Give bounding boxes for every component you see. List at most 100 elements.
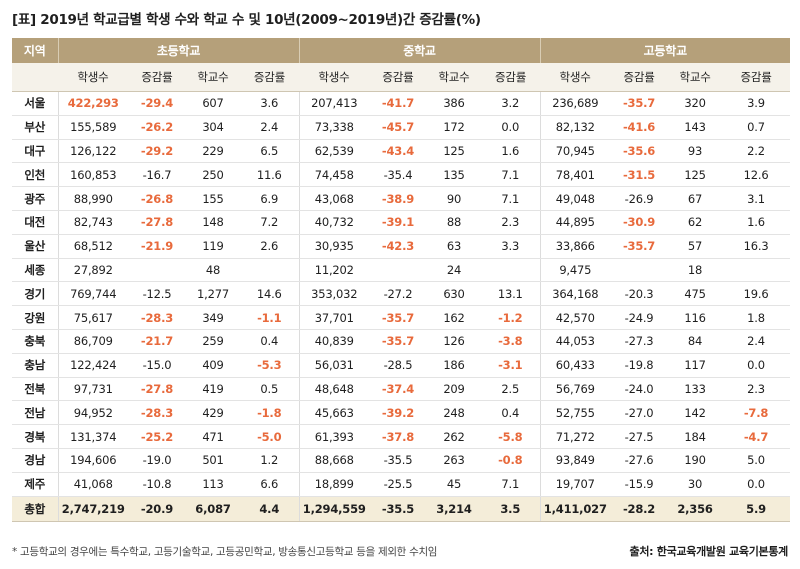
data-cell: 125 <box>427 139 481 164</box>
data-cell: 19,707 <box>539 472 611 497</box>
data-cell: 6.6 <box>240 472 299 497</box>
data-cell: 30 <box>668 472 723 497</box>
data-cell: -26.8 <box>128 186 186 211</box>
data-cell: 113 <box>186 472 240 497</box>
sub-header-blank <box>12 63 58 92</box>
data-cell: 18 <box>668 258 723 283</box>
data-cell: -26.2 <box>128 115 186 140</box>
data-cell: -1.2 <box>481 305 541 330</box>
data-cell: 3.3 <box>481 234 541 259</box>
data-cell: 48 <box>186 258 240 283</box>
data-cell: 6.9 <box>240 186 299 211</box>
data-cell: 97,731 <box>57 377 128 402</box>
data-cell: -19.8 <box>610 353 669 378</box>
data-cell: 364,168 <box>539 281 611 307</box>
data-cell: 24 <box>427 258 481 283</box>
high-header: 고등학교 <box>539 38 791 63</box>
data-cell: 7.1 <box>481 162 541 188</box>
total-cell: -28.2 <box>610 496 669 522</box>
table-row: 인천 160,853 -16.7 250 11.6 74,458 -35.4 135 7.1 78… <box>12 162 791 188</box>
data-cell: -5.0 <box>240 424 299 449</box>
data-cell: 471 <box>186 424 240 449</box>
data-cell: 0.4 <box>240 329 299 354</box>
table-row: 강원 75,617 -28.3 349 -1.1 37,701 -35.7 162 -1.2 42… <box>12 305 791 330</box>
data-cell: 1.6 <box>481 139 541 164</box>
data-cell: 67 <box>668 186 723 211</box>
data-cell: 209 <box>427 377 481 402</box>
data-cell: 304 <box>186 115 240 140</box>
page-title: [표] 2019년 학교급별 학생 수와 학교 수 및 10년(2009~201… <box>12 12 481 28</box>
data-cell: 52,755 <box>539 400 611 426</box>
data-cell: 60,433 <box>539 353 611 378</box>
data-cell: 2.3 <box>722 377 791 402</box>
data-cell: -25.5 <box>369 472 427 497</box>
table-row: 경기 769,744 -12.5 1,277 14.6 353,032 -27.2 630 13… <box>12 281 791 307</box>
data-cell: 45 <box>427 472 481 497</box>
data-cell: 2.4 <box>240 115 299 140</box>
data-cell: 70,945 <box>539 139 611 164</box>
data-cell: 250 <box>186 162 240 188</box>
data-cell: 131,374 <box>57 424 128 449</box>
middle-header: 중학교 <box>298 38 541 63</box>
region-cell: 충북 <box>12 329 58 354</box>
data-cell: -35.6 <box>610 139 669 164</box>
data-cell: 769,744 <box>57 281 128 307</box>
table-row: 광주 88,990 -26.8 155 6.9 43,068 -38.9 90 7.1 49,04… <box>12 186 791 211</box>
table-row: 세종 27,892 48 11,202 24 9,475 18 <box>12 258 791 283</box>
table-row: 대전 82,743 -27.8 148 7.2 40,732 -39.1 88 2.3 44,89… <box>12 210 791 235</box>
data-cell: 3.1 <box>722 186 791 211</box>
data-cell: 148 <box>186 210 240 235</box>
table-row: 경남 194,606 -19.0 501 1.2 88,668 -35.5 263 -0.8 93… <box>12 448 791 473</box>
data-cell: -38.9 <box>369 186 427 211</box>
region-cell: 충남 <box>12 353 58 378</box>
statistics-table: 지역 초등학교 중학교 고등학교 학생수 증감률 학교수 증감률 학생수 증감률… <box>12 38 791 522</box>
data-cell: 48,648 <box>298 377 369 402</box>
total-cell: -35.5 <box>369 496 427 522</box>
data-cell: -1.8 <box>240 400 299 426</box>
data-cell: 184 <box>668 424 723 449</box>
data-cell: -41.7 <box>369 91 427 116</box>
data-cell: 194,606 <box>57 448 128 473</box>
table-row: 충남 122,424 -15.0 409 -5.3 56,031 -28.5 186 -3.1 6… <box>12 353 791 378</box>
data-cell: 248 <box>427 400 481 426</box>
sub-header-rate: 증감률 <box>722 63 791 92</box>
data-cell: -10.8 <box>128 472 186 497</box>
data-cell: -29.2 <box>128 139 186 164</box>
footnote: * 고등학교의 경우에는 특수학교, 고등기술학교, 고등공민학교, 방송통신고… <box>12 546 438 558</box>
data-cell: 143 <box>668 115 723 140</box>
data-cell: 419 <box>186 377 240 402</box>
data-cell: 155 <box>186 186 240 211</box>
data-cell: -26.9 <box>610 186 669 211</box>
data-cell: 607 <box>186 91 240 116</box>
table-row: 제주 41,068 -10.8 113 6.6 18,899 -25.5 45 7.1 19,70… <box>12 472 791 497</box>
region-cell: 세종 <box>12 258 58 283</box>
data-cell: 2.3 <box>481 210 541 235</box>
data-cell: -29.4 <box>128 91 186 116</box>
total-row: 총합 2,747,219 -20.9 6,087 4.4 1,294,559 -35.5 3,… <box>12 496 791 522</box>
data-cell: -30.9 <box>610 210 669 235</box>
region-cell: 울산 <box>12 234 58 259</box>
data-cell: -27.5 <box>610 424 669 449</box>
data-cell: 409 <box>186 353 240 378</box>
data-cell: -1.1 <box>240 305 299 330</box>
data-cell: -35.7 <box>369 305 427 330</box>
region-cell: 서울 <box>12 91 58 116</box>
data-cell: 162 <box>427 305 481 330</box>
data-cell: 7.2 <box>240 210 299 235</box>
data-cell: 40,839 <box>298 329 369 354</box>
data-cell: 11.6 <box>240 162 299 188</box>
data-cell: 18,899 <box>298 472 369 497</box>
sub-header-rate: 증감률 <box>610 63 669 92</box>
region-cell: 제주 <box>12 472 58 497</box>
data-cell: 2.4 <box>722 329 791 354</box>
data-cell: 75,617 <box>57 305 128 330</box>
data-cell: 9,475 <box>539 258 611 283</box>
data-cell: 90 <box>427 186 481 211</box>
data-cell: -31.5 <box>610 162 669 188</box>
total-cell: 2,356 <box>668 496 723 522</box>
data-cell: -5.8 <box>481 424 541 449</box>
sub-header-students: 학생수 <box>540 63 611 92</box>
total-cell: -20.9 <box>128 496 186 522</box>
total-cell: 2,747,219 <box>57 496 128 522</box>
